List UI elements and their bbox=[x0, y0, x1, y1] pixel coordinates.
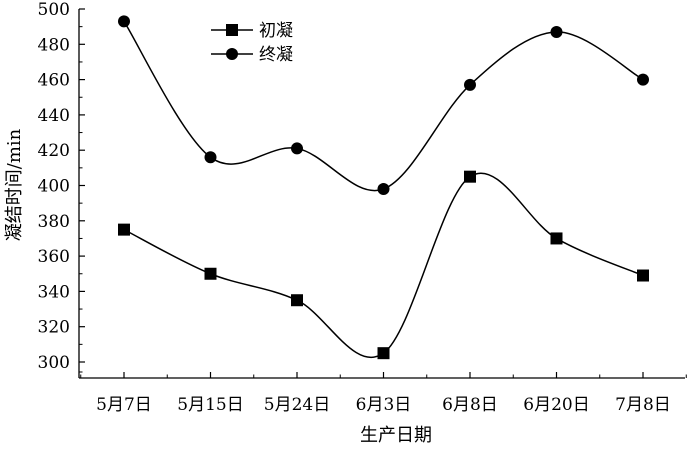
y-tick-label: 400 bbox=[38, 177, 70, 197]
y-axis-title: 凝结时间/min bbox=[4, 128, 25, 241]
circle-marker-point bbox=[550, 25, 563, 38]
square-marker-point bbox=[637, 269, 649, 282]
series-line bbox=[123, 20, 644, 192]
axes: 300 320 340 360 380 400 420 440 460 480 500 5月7日 5月1… bbox=[38, 0, 687, 415]
y-tick-label: 340 bbox=[38, 282, 70, 302]
legend-circle-marker bbox=[226, 48, 238, 60]
series-lines bbox=[118, 15, 649, 360]
y-tick-label: 420 bbox=[38, 141, 70, 161]
y-tick-label: 300 bbox=[38, 353, 70, 373]
x-tick-label: 7月8日 bbox=[615, 395, 671, 415]
y-tick-label: 360 bbox=[38, 247, 70, 267]
square-marker-point bbox=[464, 170, 476, 183]
circle-marker-point bbox=[464, 78, 476, 91]
series-line bbox=[123, 172, 644, 359]
x-tick-label: 5月7日 bbox=[96, 395, 152, 415]
y-tick-label: 480 bbox=[38, 35, 70, 55]
x-tick-label: 6月3日 bbox=[356, 395, 412, 415]
circle-marker-point bbox=[377, 183, 390, 196]
x-tick-label: 6月8日 bbox=[442, 395, 498, 415]
square-marker-point bbox=[118, 223, 130, 236]
x-tick-label: 5月24日 bbox=[264, 395, 330, 415]
square-marker-point bbox=[550, 232, 563, 245]
x-axis-title: 生产日期 bbox=[360, 425, 432, 446]
legend-item: 初凝 bbox=[211, 21, 293, 41]
square-marker-point bbox=[377, 347, 390, 360]
circle-marker-point bbox=[118, 15, 130, 28]
y-tick-label: 460 bbox=[38, 71, 70, 91]
y-tick-label: 380 bbox=[38, 212, 70, 232]
x-tick-label: 5月15日 bbox=[177, 395, 243, 415]
circle-marker-point bbox=[204, 151, 217, 164]
series-1 bbox=[118, 170, 649, 360]
legend-label: 初凝 bbox=[259, 21, 293, 41]
y-tick-label: 320 bbox=[38, 318, 70, 338]
legend-label: 终凝 bbox=[259, 45, 293, 65]
legend-square-marker bbox=[226, 24, 238, 36]
x-tick-label: 6月20日 bbox=[523, 395, 589, 415]
circle-marker-point bbox=[291, 142, 303, 155]
series-2 bbox=[118, 15, 649, 196]
circle-marker-point bbox=[637, 73, 649, 86]
square-marker-point bbox=[291, 294, 303, 307]
y-tick-label: 440 bbox=[38, 106, 70, 126]
square-marker-point bbox=[204, 267, 217, 280]
y-tick-label: 500 bbox=[38, 0, 70, 20]
legend-item: 终凝 bbox=[211, 45, 293, 65]
